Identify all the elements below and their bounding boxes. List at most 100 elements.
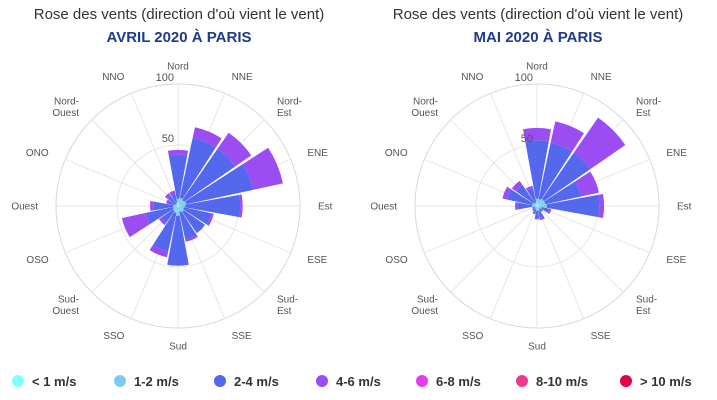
wind-bar-segment[interactable]: ESE · 1-2 m/s : 3	[538, 206, 542, 209]
wind-bar-segment[interactable]: OSO · 2-4 m/s : 23	[145, 207, 174, 224]
wind-bar-segment[interactable]: Sud-Ouest · 4-6 m/s : 2	[158, 217, 167, 226]
wind-bar-segment[interactable]: NNE · 1-2 m/s : 5	[178, 197, 183, 204]
wind-bar-segment[interactable]: NNE · 2-4 m/s : 47	[538, 142, 573, 200]
wind-bar-segment[interactable]: SSO · 2-4 m/s : 32	[152, 212, 177, 252]
wind-bar-segment[interactable]: ONO · 4-6 m/s : 4	[502, 186, 512, 200]
legend-item[interactable]: > 10 m/s	[620, 368, 692, 394]
wind-bar-segment[interactable]: SSE · 2-4 m/s : 23	[179, 211, 197, 240]
wind-bar-segment[interactable]: ENE · 1-2 m/s : 6	[179, 201, 187, 206]
wind-bar-segment[interactable]: Ouest · 2-4 m/s : 12	[517, 202, 533, 210]
wind-bar-segment[interactable]: Nord-Ouest · 4-6 m/s : 4	[511, 180, 523, 192]
wind-bar-segment[interactable]: Sud · 1-2 m/s : 3	[536, 207, 538, 211]
wind-bar-segment[interactable]: Sud-Est · 2-4 m/s : 21	[182, 210, 206, 234]
wind-bar-segment[interactable]: Sud-Est · < 1 m/s : 1	[178, 206, 180, 208]
wind-bar-segment[interactable]: SSE · 4-6 m/s : 2	[539, 216, 545, 221]
wind-bar-segment[interactable]: OSO · 4-6 m/s : 20	[121, 212, 151, 238]
wind-bar-segment[interactable]: ONO · 2-4 m/s : 5	[168, 200, 175, 206]
wind-bar-segment[interactable]: Nord-Ouest · 2-4 m/s : 18	[515, 184, 535, 204]
wind-bar-segment[interactable]: NNE · 1-2 m/s : 4	[537, 198, 541, 204]
wind-bar-segment[interactable]: SSO · 4-6 m/s : 1	[532, 212, 536, 215]
wind-bar-segment[interactable]: NNE · < 1 m/s : 2	[537, 203, 539, 206]
wind-bar-segment[interactable]: SSE · 4-6 m/s : 2	[185, 234, 198, 242]
wind-bar-segment[interactable]: SSE · < 1 m/s : 1	[178, 206, 179, 208]
legend-item[interactable]: 1-2 m/s	[114, 368, 179, 394]
wind-bar-segment[interactable]: NNO · < 1 m/s : 1	[177, 204, 178, 206]
wind-bar-segment[interactable]: NNE · 4-6 m/s : 18	[550, 121, 584, 152]
wind-bar-segment[interactable]: Est · 1-2 m/s : 7	[538, 204, 547, 208]
wind-bar-segment[interactable]: Nord-Ouest · 1-2 m/s : 2	[533, 202, 537, 206]
wind-bar-segment[interactable]: SSO · 1-2 m/s : 5	[174, 207, 178, 214]
wind-bar-segment[interactable]: NNE · 2-4 m/s : 50	[179, 138, 216, 199]
wind-bar-segment[interactable]: Nord · 4-6 m/s : 10	[522, 127, 552, 142]
wind-bar-segment[interactable]: ESE · 4-6 m/s : 2	[206, 213, 214, 226]
wind-bar-segment[interactable]: Ouest · 4-6 m/s : 2	[515, 202, 518, 210]
wind-bar-segment[interactable]: OSO · 1-2 m/s : 3	[173, 206, 177, 209]
wind-bar-segment[interactable]: ONO · < 1 m/s : 1	[535, 205, 537, 206]
wind-bar-segment[interactable]: Est · 2-4 m/s : 43	[546, 194, 600, 218]
wind-bar-segment[interactable]: ESE · < 1 m/s : 1	[537, 206, 539, 207]
wind-bar-segment[interactable]: NNO · 4-6 m/s : 2	[525, 185, 534, 191]
wind-bar-segment[interactable]: NNO · 2-4 m/s : 7	[171, 194, 178, 203]
wind-bar-segment[interactable]: ESE · 2-4 m/s : 6	[541, 207, 549, 213]
wind-bar-segment[interactable]: Sud-Ouest · < 1 m/s : 1	[176, 206, 178, 208]
wind-bar-segment[interactable]: NNO · 4-6 m/s : 3	[169, 190, 176, 196]
wind-bar-segment[interactable]: Ouest · 4-6 m/s : 3	[149, 200, 154, 212]
wind-bar-segment[interactable]: Sud-Ouest · 1-2 m/s : 2	[534, 206, 537, 209]
legend-item[interactable]: 6-8 m/s	[416, 368, 481, 394]
wind-bar-segment[interactable]: ENE · 4-6 m/s : 25	[242, 147, 283, 190]
wind-bar-segment[interactable]: OSO · 1-2 m/s : 2	[534, 206, 537, 208]
wind-bar-segment[interactable]: Sud-Est · 2-4 m/s : 3	[539, 208, 544, 213]
wind-bar-segment[interactable]: NNO · 2-4 m/s : 12	[527, 188, 537, 203]
wind-bar-segment[interactable]: ENE · 4-6 m/s : 15	[574, 171, 600, 197]
wind-bar-segment[interactable]: Nord-Est · < 1 m/s : 1	[178, 204, 180, 206]
wind-bar-segment[interactable]: Nord-Est · 2-4 m/s : 51	[182, 148, 236, 202]
wind-bar-segment[interactable]: ESE · < 1 m/s : 1	[178, 206, 180, 207]
wind-bar-segment[interactable]: Est · 1-2 m/s : 5	[179, 204, 186, 208]
wind-bar-segment[interactable]: Sud-Ouest · 4-6 m/s : 1	[531, 208, 535, 212]
wind-bar-segment[interactable]: Nord · 1-2 m/s : 3	[176, 198, 180, 203]
wind-bar-segment[interactable]: SSO · 2-4 m/s : 3	[533, 209, 537, 214]
wind-bar-segment[interactable]: SSE · 1-2 m/s : 4	[178, 207, 182, 212]
wind-bar-segment[interactable]: Sud · 4-6 m/s : 1	[534, 218, 540, 220]
wind-bar-segment[interactable]: Ouest · 1-2 m/s : 3	[173, 205, 177, 207]
wind-bar-segment[interactable]: ESE · 1-2 m/s : 4	[179, 206, 184, 210]
wind-bar-segment[interactable]: ENE · 2-4 m/s : 56	[185, 164, 254, 205]
legend-item[interactable]: 8-10 m/s	[516, 368, 588, 394]
wind-bar-segment[interactable]: Est · 4-6 m/s : 2	[239, 194, 243, 218]
wind-bar-segment[interactable]: Ouest · 1-2 m/s : 3	[532, 205, 536, 207]
wind-bar-segment[interactable]: ENE · 2-4 m/s : 30	[544, 181, 582, 205]
wind-bar-segment[interactable]: ONO · 2-4 m/s : 21	[507, 189, 533, 205]
wind-bar-segment[interactable]: Nord-Est · 4-6 m/s : 16	[217, 132, 252, 167]
wind-bar-segment[interactable]: SSO · < 1 m/s : 1	[177, 206, 178, 208]
wind-bar-segment[interactable]: Nord · 2-4 m/s : 36	[168, 154, 188, 199]
wind-bar-segment[interactable]: OSO · 4-6 m/s : 1	[532, 206, 534, 209]
wind-bar-segment[interactable]: SSE · 2-4 m/s : 6	[538, 210, 544, 218]
wind-bar-segment[interactable]: Nord-Est · 1-2 m/s : 5	[538, 198, 545, 205]
wind-bar-segment[interactable]: ENE · 1-2 m/s : 5	[539, 201, 546, 206]
wind-bar-segment[interactable]: OSO · < 1 m/s : 1	[176, 206, 178, 207]
wind-bar-segment[interactable]: Nord-Est · 4-6 m/s : 35	[573, 117, 626, 170]
wind-bar-segment[interactable]: Nord-Ouest · 1-2 m/s : 2	[175, 203, 178, 206]
wind-bar-segment[interactable]: Sud-Ouest · 2-4 m/s : 12	[160, 209, 175, 224]
wind-bar-segment[interactable]: Sud-Ouest · 1-2 m/s : 4	[172, 206, 178, 212]
wind-bar-segment[interactable]: ENE · < 1 m/s : 2	[537, 204, 540, 206]
wind-bar-segment[interactable]: ESE · 4-6 m/s : 2	[547, 208, 552, 214]
wind-bar-segment[interactable]: Est · 4-6 m/s : 4	[598, 193, 605, 219]
wind-bar-segment[interactable]: Sud · 2-4 m/s : 41	[167, 215, 189, 266]
wind-bar-segment[interactable]: Nord · 1-2 m/s : 3	[535, 198, 539, 203]
wind-bar-segment[interactable]: Sud-Est · < 1 m/s : 1	[537, 206, 539, 208]
wind-bar-segment[interactable]: OSO · 2-4 m/s : 1	[533, 206, 535, 208]
wind-bar-segment[interactable]: Nord-Est · 2-4 m/s : 46	[541, 152, 591, 202]
wind-bar-segment[interactable]: Nord-Est · < 1 m/s : 2	[537, 203, 540, 206]
wind-bar-segment[interactable]: Nord-Est · 1-2 m/s : 5	[178, 199, 185, 206]
wind-bar-segment[interactable]: Nord · 4-6 m/s : 4	[167, 149, 189, 156]
wind-bar-segment[interactable]: Sud-Est · 1-2 m/s : 5	[178, 206, 185, 213]
wind-bar-segment[interactable]: SSE · < 1 m/s : 1	[537, 206, 538, 208]
wind-bar-segment[interactable]: Sud-Est · 1-2 m/s : 2	[537, 206, 541, 210]
legend-item[interactable]: 4-6 m/s	[316, 368, 381, 394]
wind-bar-segment[interactable]: SSO · 4-6 m/s : 5	[149, 244, 169, 258]
wind-bar-segment[interactable]: ONO · 1-2 m/s : 3	[532, 203, 536, 206]
wind-bar-segment[interactable]: ONO · 4-6 m/s : 2	[166, 199, 170, 204]
wind-bar-segment[interactable]: ONO · < 1 m/s : 1	[176, 205, 178, 206]
wind-bar-segment[interactable]: NNO · 1-2 m/s : 2	[535, 202, 537, 205]
